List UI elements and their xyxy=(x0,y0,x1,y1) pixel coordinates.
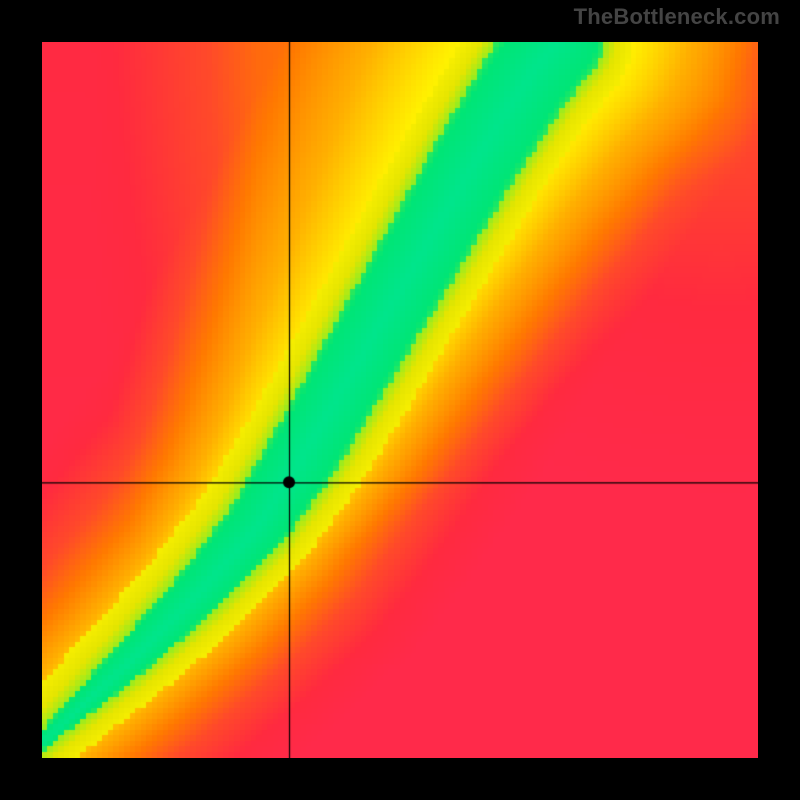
heatmap-plot xyxy=(42,42,758,758)
watermark: TheBottleneck.com xyxy=(574,4,780,30)
heatmap-canvas xyxy=(42,42,758,758)
chart-container: TheBottleneck.com xyxy=(0,0,800,800)
